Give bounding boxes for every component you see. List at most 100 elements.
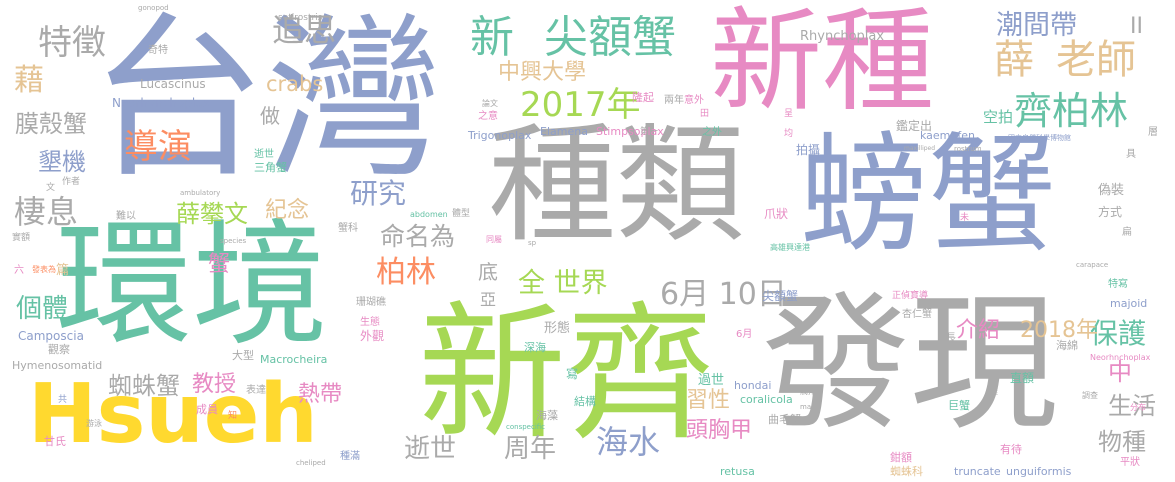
word: 篇 <box>56 263 70 278</box>
word: 膜殼蟹 <box>15 110 87 138</box>
word: 長 <box>946 333 956 344</box>
word: 鑑定出 <box>896 119 933 133</box>
word: 生活 <box>1108 392 1156 420</box>
word: 未 <box>960 213 970 223</box>
word: 文 <box>46 183 56 193</box>
word: 三角蟹 <box>254 161 287 174</box>
word: 作者 <box>62 177 81 187</box>
word: 新齊 <box>418 288 714 460</box>
word: coralicola <box>740 393 793 406</box>
word: kaempfen <box>920 129 975 142</box>
word: 共 <box>58 395 68 405</box>
word: Stimpsoplax <box>596 125 664 138</box>
word: 特徵 <box>38 23 106 63</box>
word: 習性 <box>686 388 731 413</box>
word: 平狀 <box>1120 457 1140 468</box>
word: 六 <box>14 265 24 276</box>
word: 奇特 <box>148 45 168 56</box>
word: 逝世 <box>404 434 457 464</box>
word: 之意 <box>478 111 498 122</box>
word: 深海 <box>524 341 546 354</box>
word: 個體 <box>16 294 69 324</box>
word: 種類 <box>488 111 745 260</box>
word: 巨蟹 <box>948 399 970 412</box>
word: 潮間帶 <box>996 10 1077 41</box>
word: 空拍 <box>983 108 1014 126</box>
word: ambulatory <box>180 189 221 197</box>
word: 海水 <box>596 423 661 461</box>
word: 螃蟹 <box>800 121 1057 270</box>
word: 同屬 <box>486 235 502 244</box>
word: Rhynchoplax <box>800 29 885 44</box>
word: abdomen <box>410 210 448 219</box>
word: 調查 <box>1082 391 1098 400</box>
word: Lucascinus <box>140 77 206 91</box>
word: maxilliped <box>904 145 936 152</box>
word: 中 <box>1108 358 1132 386</box>
word: 難以 <box>116 211 136 222</box>
word: 新 <box>470 12 514 63</box>
word: male <box>800 403 818 411</box>
word: 兩年 <box>664 95 684 106</box>
word: 保護 <box>1090 317 1147 350</box>
word: 發現 <box>762 278 1058 450</box>
word: 之外 <box>702 127 722 138</box>
word: 國立自然科學博物館 <box>1008 134 1071 142</box>
word: 曲毛蟹 <box>768 413 801 426</box>
word: hondai <box>734 379 772 392</box>
word: crabs <box>266 72 324 96</box>
word: gonopod <box>138 4 169 12</box>
word: 直額 <box>1010 371 1035 385</box>
word: 杏仁蟹 <box>902 309 932 320</box>
word: 鉗額 <box>890 451 912 464</box>
word: cheliped <box>296 459 326 467</box>
word: 大型 <box>232 349 254 362</box>
word: carapace <box>1076 261 1109 269</box>
word: 蟹科 <box>338 223 358 234</box>
word: 隆起 <box>632 91 654 104</box>
word: 6月 <box>736 329 753 340</box>
word: 發表為 <box>32 265 56 274</box>
word: 研究 <box>350 177 407 210</box>
word: 環境 <box>56 207 328 365</box>
word: 薛 <box>994 37 1034 83</box>
word: 第一 <box>640 127 659 137</box>
word: Neorhnchoplax <box>1090 353 1151 362</box>
word: 周年 <box>504 434 557 464</box>
word: 墾機 <box>38 148 86 176</box>
word: 過世 <box>698 373 725 388</box>
word: 齊柏林 <box>1014 89 1129 133</box>
word: 實額 <box>12 233 31 243</box>
word: Hymenosomatid <box>12 359 103 372</box>
word: 蜘蛛科 <box>890 465 923 478</box>
word: 追思 <box>272 11 337 49</box>
word: 老師 <box>1056 37 1136 83</box>
word: 具 <box>1126 149 1136 160</box>
word: 田 <box>700 109 710 119</box>
word: 特寫 <box>1108 279 1128 290</box>
word: 觸角 <box>800 387 816 396</box>
word: 觀察 <box>48 343 70 356</box>
word: 2018年 <box>1020 318 1098 343</box>
word: 亞 <box>480 290 497 309</box>
word: 層 <box>1148 127 1158 138</box>
word: 寫 <box>566 367 579 381</box>
word: 物種 <box>1098 428 1146 456</box>
word: 蟹 <box>208 252 231 277</box>
word: 生態 <box>360 317 380 328</box>
word: 熱帶 <box>298 382 343 407</box>
word: setirostris <box>278 13 323 23</box>
word: 種滿 <box>340 451 360 462</box>
word: 高雄興達港 <box>770 243 810 252</box>
word: 尖額蟹 <box>544 12 676 63</box>
word: 外觀 <box>360 329 385 343</box>
word: II <box>1130 14 1143 39</box>
word: 方式 <box>1098 205 1123 219</box>
word: 體型 <box>452 209 471 219</box>
word: Neorhynchoplax <box>112 96 210 110</box>
word: 成員 <box>196 403 218 416</box>
word: 甘氏 <box>44 435 66 448</box>
word: 做 <box>260 104 280 128</box>
word: 海綿 <box>1056 339 1078 352</box>
